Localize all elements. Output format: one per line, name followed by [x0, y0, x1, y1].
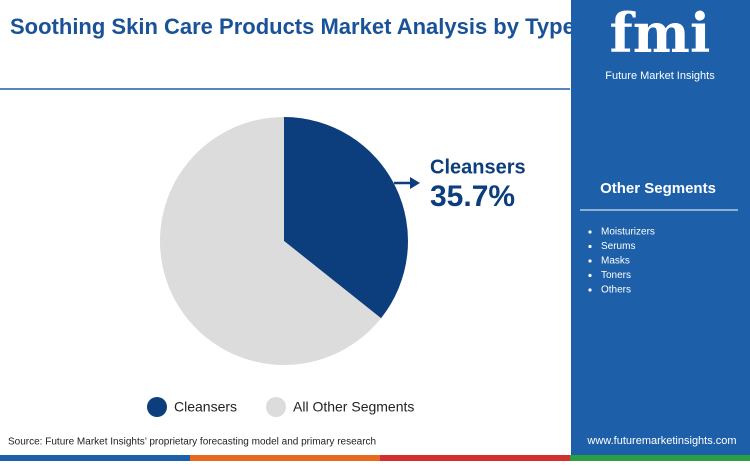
brand: Future Market Insights [605, 70, 715, 82]
chart-title: Soothing Skin Care Products Market Analy… [10, 14, 575, 39]
callout-arrow-head [410, 177, 420, 189]
legend-label: Cleansers [174, 399, 237, 415]
bullet [588, 259, 592, 263]
source: Source: Future Market Insights’ propriet… [8, 437, 376, 448]
sidebar [571, 0, 750, 461]
segment-item: Masks [601, 256, 630, 267]
strip [570, 455, 750, 461]
pie-slice [159, 117, 382, 365]
legend-label: All Other Segments [293, 399, 414, 415]
pie-slice [284, 117, 408, 319]
bullet [588, 244, 592, 249]
segment-item: Toners [601, 270, 631, 281]
callout-label: Cleansers [430, 156, 526, 178]
logo: fmi [610, 1, 711, 65]
sidebar-heading: Other Segments [600, 180, 716, 197]
bullet [588, 288, 592, 292]
strip [380, 455, 570, 461]
legend-swatch [266, 397, 286, 417]
bullet [588, 273, 592, 278]
bullet [588, 230, 592, 234]
callout-value: 35.7% [430, 180, 515, 213]
strip [0, 455, 190, 461]
strip [190, 455, 380, 461]
segment-item: Moisturizers [601, 227, 655, 238]
website: www.futuremarketinsights.com [586, 435, 736, 447]
segment-item: Others [601, 285, 631, 296]
legend-swatch [147, 397, 167, 417]
segment-item: Serums [601, 241, 635, 252]
